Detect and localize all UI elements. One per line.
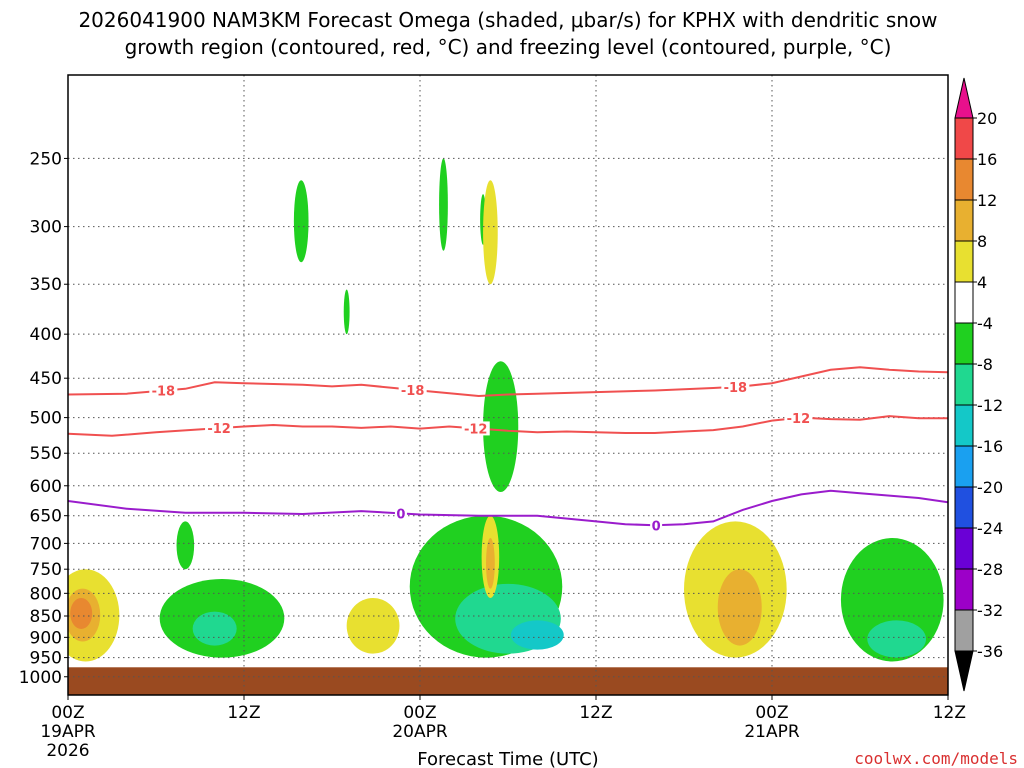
colorbar-swatch xyxy=(954,609,974,652)
y-tick-label: 300 xyxy=(30,218,62,238)
omega-region-4 xyxy=(192,611,237,646)
y-tick-label: 950 xyxy=(30,649,62,669)
contour-label-bg xyxy=(784,410,813,425)
x-tick-label: 12Z xyxy=(227,703,260,723)
y-tick-label: 350 xyxy=(30,275,62,295)
colorbar-label: -12 xyxy=(977,396,1003,415)
contour-line--18 xyxy=(68,366,948,398)
chart-title-line2: growth region (contoured, red, °C) and f… xyxy=(125,35,892,59)
y-tick-label: 550 xyxy=(30,444,62,464)
omega-region-2 xyxy=(70,597,93,629)
contour-line-0 xyxy=(68,489,948,527)
contour-label-bg xyxy=(650,518,663,533)
colorbar-label: 8 xyxy=(977,232,987,251)
colorbar-label: -20 xyxy=(977,478,1003,497)
contour-label-bg xyxy=(398,382,427,397)
omega-region-5 xyxy=(176,521,195,570)
contour-label: -12 xyxy=(464,422,488,437)
contour-label: -18 xyxy=(401,384,425,399)
colorbar-swatch xyxy=(954,363,974,406)
colorbar-swatch xyxy=(954,568,974,611)
omega-region-17 xyxy=(486,538,495,589)
colorbar-label: -28 xyxy=(977,560,1003,579)
contour-label-bg xyxy=(394,506,407,521)
omega-region-21 xyxy=(867,620,927,658)
omega-region-6 xyxy=(293,180,309,263)
y-tick-label: 450 xyxy=(30,369,62,389)
y-tick-label: 500 xyxy=(30,409,62,429)
colorbar-label: -36 xyxy=(977,642,1003,661)
colorbar-label: 20 xyxy=(977,109,997,128)
x-tick-label: 12Z xyxy=(933,703,966,723)
y-tick-label: 700 xyxy=(30,534,62,554)
x-tick-label: 00Z xyxy=(755,703,788,723)
y-tick-label: 850 xyxy=(30,607,62,627)
x-axis-label: Forecast Time (UTC) xyxy=(417,749,598,768)
y-tick-label: 750 xyxy=(30,560,62,580)
contour-label-bg xyxy=(721,379,750,394)
colorbar-swatch xyxy=(954,322,974,365)
colorbar-swatch xyxy=(954,240,974,283)
colorbar-bottom-arrow xyxy=(954,650,974,692)
plot-frame xyxy=(67,74,949,696)
colorbar-label: 12 xyxy=(977,191,997,210)
colorbar: -36 -32 -28 -24 -20 -16 -12 -8 -4 4 8 12 16 20 xyxy=(954,77,1003,692)
credit-text: coolwx.com/models xyxy=(854,749,1018,768)
x-tick-date: 21APR xyxy=(744,722,800,742)
y-axis-ticks: 2503003504004505005506006507007508008509… xyxy=(19,149,68,688)
x-tick-date: 19APR xyxy=(40,722,96,742)
contour-label-bg xyxy=(149,383,178,398)
omega-region-15 xyxy=(510,620,564,650)
y-tick-label: 600 xyxy=(30,477,62,497)
ground-fill xyxy=(68,667,948,695)
omega-region-8 xyxy=(346,597,400,654)
colorbar-swatch xyxy=(954,158,974,201)
omega-region-11 xyxy=(483,180,498,285)
contour-label: 0 xyxy=(396,507,405,522)
colorbar-label: -4 xyxy=(977,314,993,333)
omega-shading xyxy=(68,158,944,662)
x-tick-date: 20APR xyxy=(392,722,448,742)
y-tick-label: 250 xyxy=(30,149,62,169)
colorbar-swatch xyxy=(954,445,974,488)
colorbar-top-arrow xyxy=(954,77,974,119)
contour-label: -12 xyxy=(787,412,811,427)
colorbar-label: -8 xyxy=(977,355,993,374)
omega-region-19 xyxy=(717,569,762,646)
colorbar-label: -32 xyxy=(977,601,1003,620)
y-tick-label: 1000 xyxy=(19,668,62,688)
colorbar-swatch xyxy=(954,199,974,242)
colorbar-label: -16 xyxy=(977,437,1003,456)
plot-area: -18 -18 -18 -12 -12 -12 0 0 xyxy=(67,74,949,696)
colorbar-swatch xyxy=(954,486,974,529)
x-tick-label: 12Z xyxy=(579,703,612,723)
contour-label-bg xyxy=(461,421,490,436)
ground-surface xyxy=(68,667,948,695)
colorbar-label: 16 xyxy=(977,150,997,169)
chart-title-line1: 2026041900 NAM3KM Forecast Omega (shaded… xyxy=(78,8,937,32)
y-tick-label: 800 xyxy=(30,584,62,604)
contour-label: -18 xyxy=(152,385,176,400)
colorbar-label: 4 xyxy=(977,273,987,292)
contour-label: 0 xyxy=(652,519,661,534)
x-tick-year: 2026 xyxy=(46,741,89,761)
y-tick-label: 900 xyxy=(30,628,62,648)
colorbar-swatch xyxy=(954,527,974,570)
temperature-contours: -18 -18 -18 -12 -12 -12 0 0 xyxy=(68,366,948,534)
contour-label-bg xyxy=(205,421,234,436)
omega-region-9 xyxy=(439,158,448,251)
x-tick-label: 00Z xyxy=(403,703,436,723)
contour-label: -12 xyxy=(207,422,231,437)
omega-region-7 xyxy=(343,289,350,335)
colorbar-label: -24 xyxy=(977,519,1003,538)
colorbar-swatch xyxy=(954,404,974,447)
y-tick-label: 650 xyxy=(30,507,62,527)
contour-label: -18 xyxy=(724,381,748,396)
colorbar-swatch xyxy=(954,281,974,324)
y-tick-label: 400 xyxy=(30,325,62,345)
colorbar-swatch xyxy=(954,117,974,160)
x-tick-label: 00Z xyxy=(51,703,84,723)
